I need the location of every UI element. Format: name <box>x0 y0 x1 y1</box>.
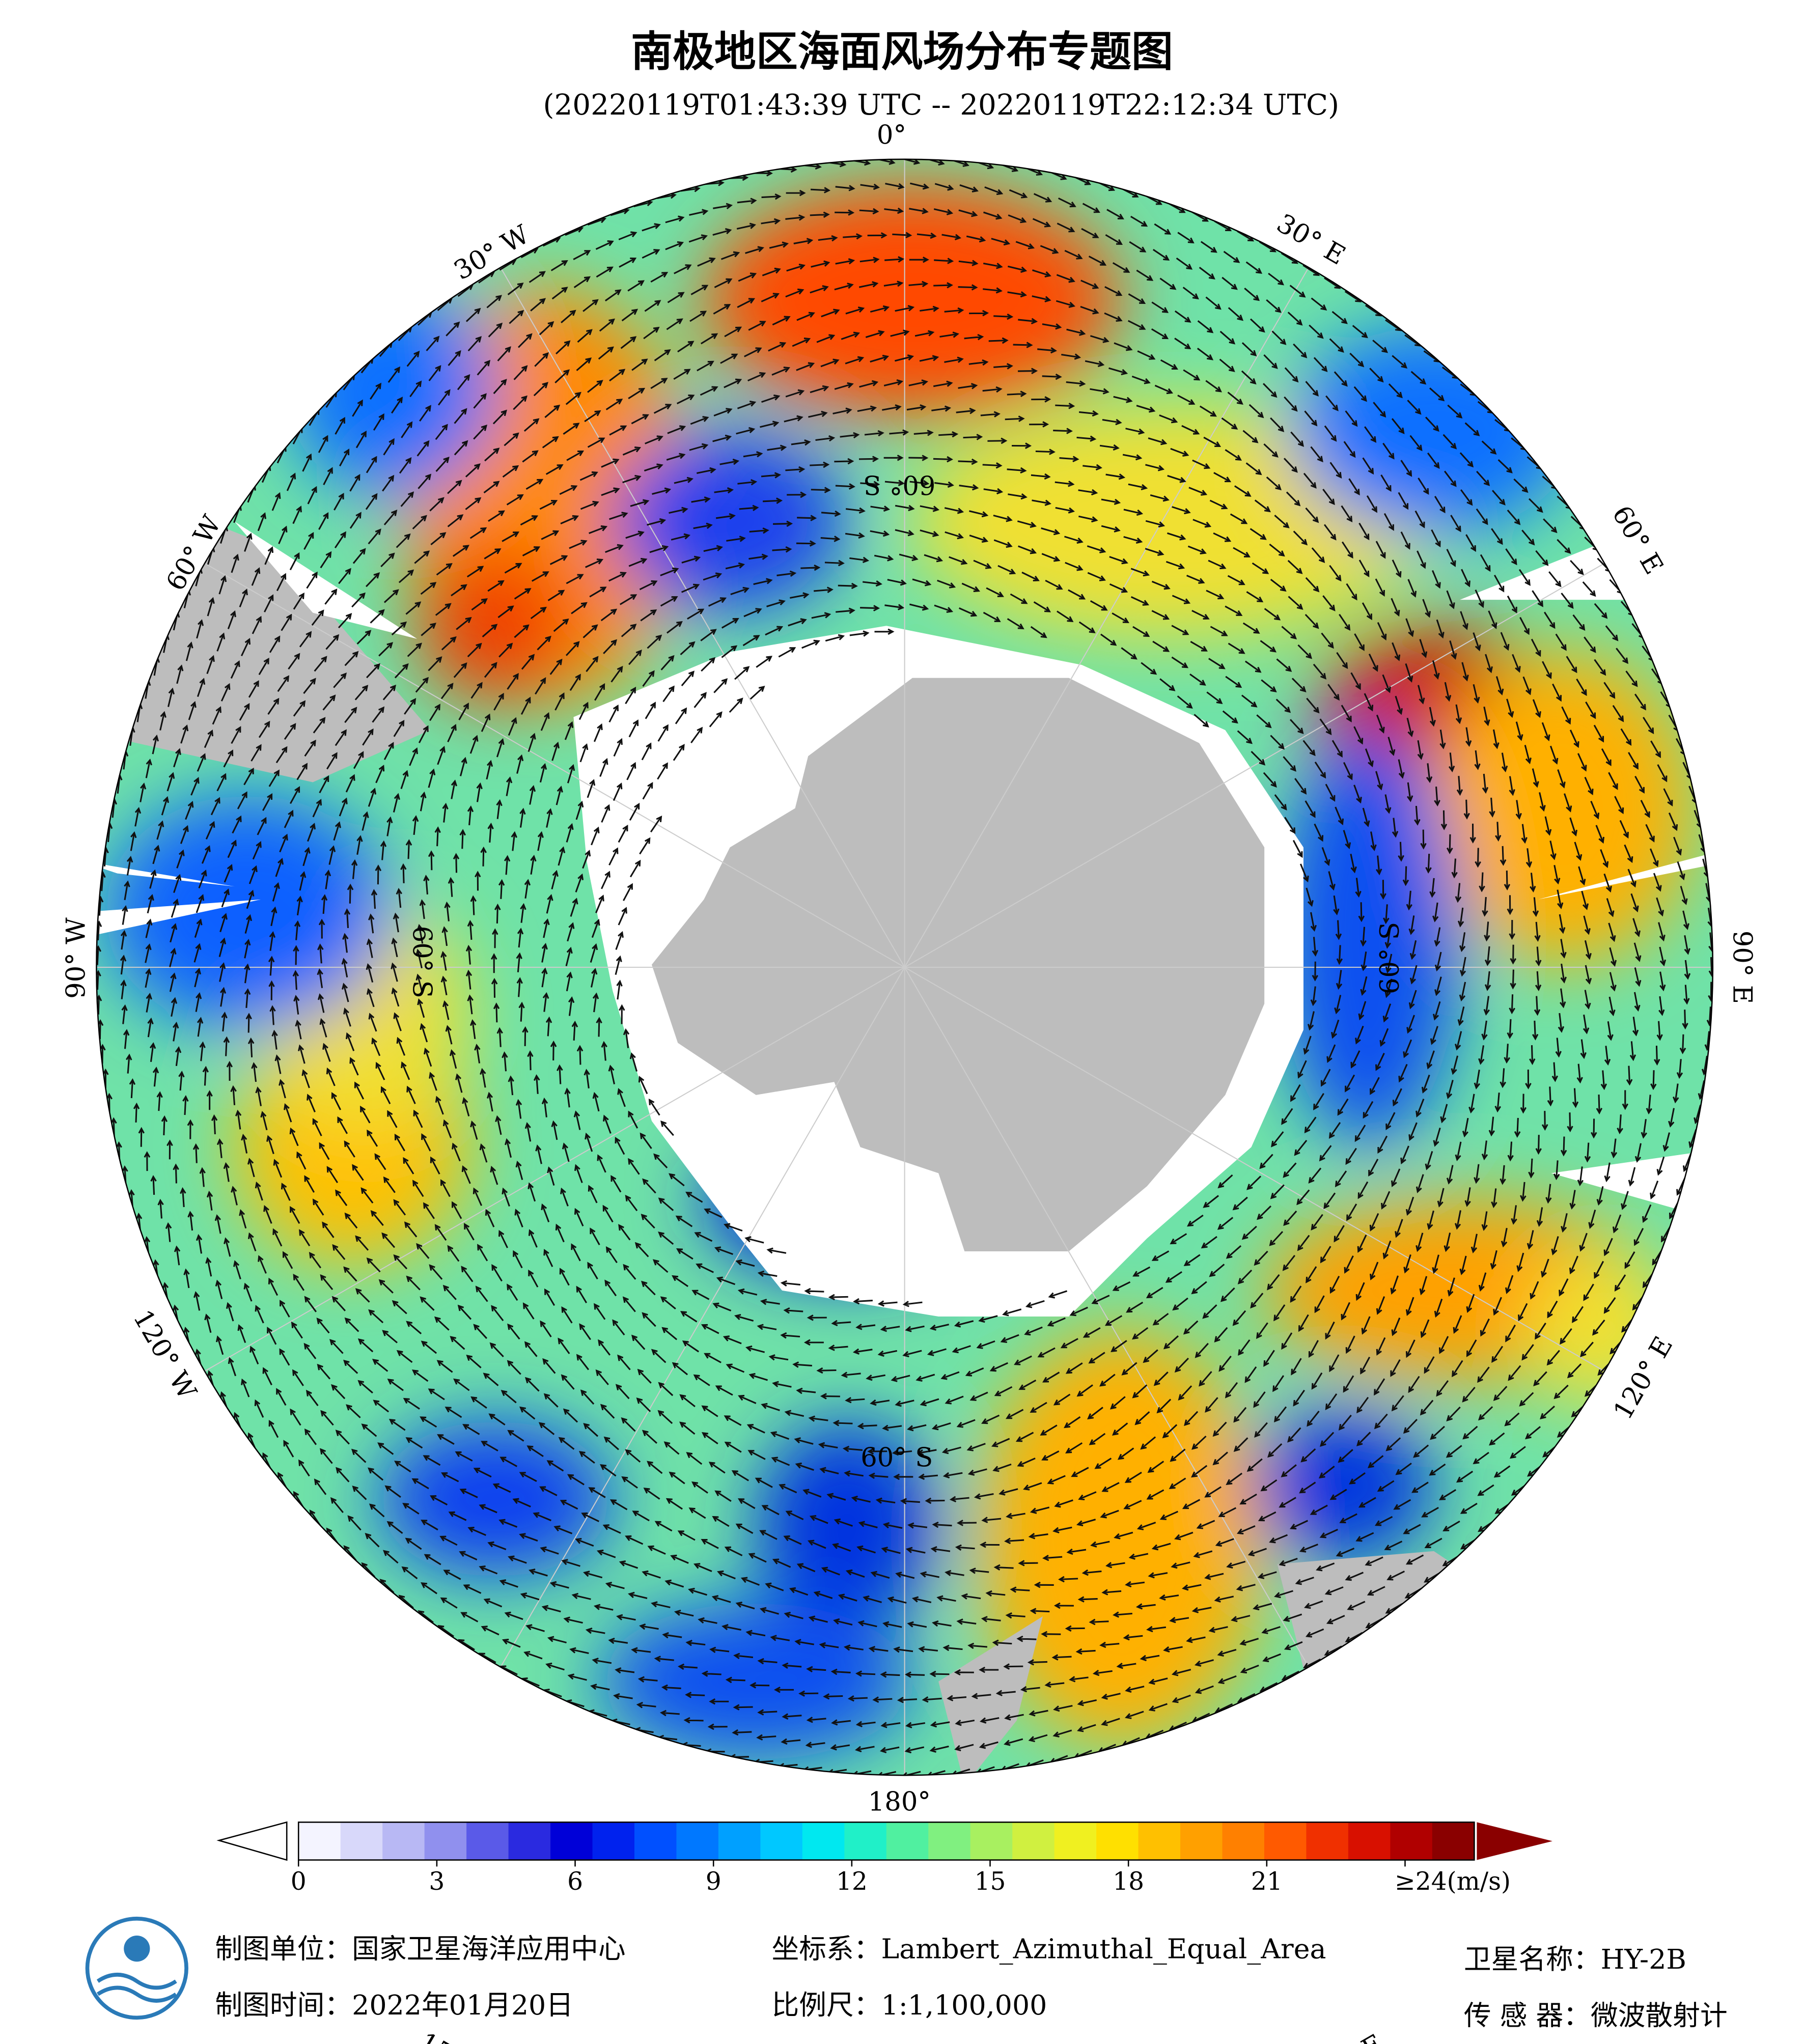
subtitle: (20220119T01:43:39 UTC -- 20220119T22:12… <box>543 89 1340 122</box>
colorbar-tick-label: 21 <box>1251 1867 1283 1896</box>
colorbar-swatch <box>844 1822 887 1860</box>
latitude-label: 60° S <box>1375 922 1405 994</box>
colorbar-swatch <box>1348 1822 1391 1860</box>
satellite-name: 卫星名称：HY-2B <box>1464 1943 1686 1975</box>
colorbar-swatch <box>1390 1822 1433 1860</box>
colorbar-swatch <box>298 1822 341 1860</box>
colorbar-swatch <box>970 1822 1013 1860</box>
title: 南极地区海面风场分布专题图 <box>631 27 1173 76</box>
colorbar-tick-label: 9 <box>706 1867 721 1896</box>
antarctica <box>651 678 1265 1252</box>
colorbar-swatch <box>634 1822 677 1860</box>
colorbar-tick-label: 18 <box>1113 1867 1144 1896</box>
colorbar-tick-label: 3 <box>429 1867 445 1896</box>
colorbar-swatch <box>1096 1822 1139 1860</box>
colorbar-swatch <box>1432 1822 1475 1860</box>
colorbar-swatch <box>1054 1822 1097 1860</box>
colorbar-swatch <box>676 1822 719 1860</box>
map-border <box>96 158 1714 1776</box>
logo <box>85 1916 188 2020</box>
colorbar-swatch <box>1138 1822 1181 1860</box>
colorbar-swatch <box>718 1822 761 1860</box>
colorbar-swatch <box>1012 1822 1055 1860</box>
colorbar-swatch <box>886 1822 929 1860</box>
wind-arrows <box>96 159 1713 1776</box>
colorbar-tick-label: 6 <box>567 1867 583 1896</box>
map-scale: 比例尺：1:1,100,000 <box>772 1989 1047 2021</box>
coordinate-system: 坐标系：Lambert_Azimuthal_Equal_Area <box>772 1933 1326 1965</box>
colorbar-swatch <box>1222 1822 1265 1860</box>
wind-field <box>96 159 1713 1776</box>
colorbar-tick-label: ≥24(m/s) <box>1395 1867 1511 1896</box>
colorbar-swatch <box>592 1822 635 1860</box>
colorbar-tick-label: 15 <box>975 1867 1006 1896</box>
colorbar-swatch <box>1306 1822 1349 1860</box>
colorbar-under <box>216 1821 288 1861</box>
colorbar-tick-label: 12 <box>836 1867 868 1896</box>
colorbar-swatch <box>424 1822 467 1860</box>
longitude-label: 0° <box>877 120 906 150</box>
colorbar-frame <box>297 1822 1475 1861</box>
colorbar-swatch <box>466 1822 509 1860</box>
colorbar-swatch <box>760 1822 803 1860</box>
new-zealand-australia <box>938 1551 1512 1776</box>
colorbar-tick-label: 0 <box>291 1867 307 1896</box>
map-unit: 制图单位：国家卫星海洋应用中心 <box>215 1933 625 1965</box>
graticule <box>96 159 1713 1776</box>
longitude-label: 90° W <box>61 917 92 999</box>
colorbar-swatch <box>1264 1822 1307 1860</box>
latitude-label: 60° S <box>406 926 437 998</box>
longitude-label: 90° E <box>1727 931 1758 1004</box>
colorbar: 0 3 6 9 12 15 18 21 ≥24(m/s) <box>216 1821 1552 1896</box>
latitude-label: 60° S <box>861 1443 933 1473</box>
colorbar-swatch <box>802 1822 845 1860</box>
colorbar-swatch <box>508 1822 551 1860</box>
colorbar-swatch <box>340 1822 383 1860</box>
map-time: 制图时间：2022年01月20日 <box>215 1989 573 2021</box>
colorbar-over <box>1477 1822 1552 1860</box>
footer: 制图单位：国家卫星海洋应用中心 制图时间：2022年01月20日 坐标系：Lam… <box>85 1916 1728 2031</box>
colorbar-swatch <box>928 1822 971 1860</box>
latitude-label: 60° S <box>863 469 935 500</box>
longitude-label: 180° <box>868 1786 931 1817</box>
colorbar-swatch <box>1180 1822 1223 1860</box>
colorbar-swatch <box>550 1822 593 1860</box>
sensor-name: 传 感 器：微波散射计 <box>1464 1999 1728 2031</box>
colorbar-swatch <box>382 1822 425 1860</box>
